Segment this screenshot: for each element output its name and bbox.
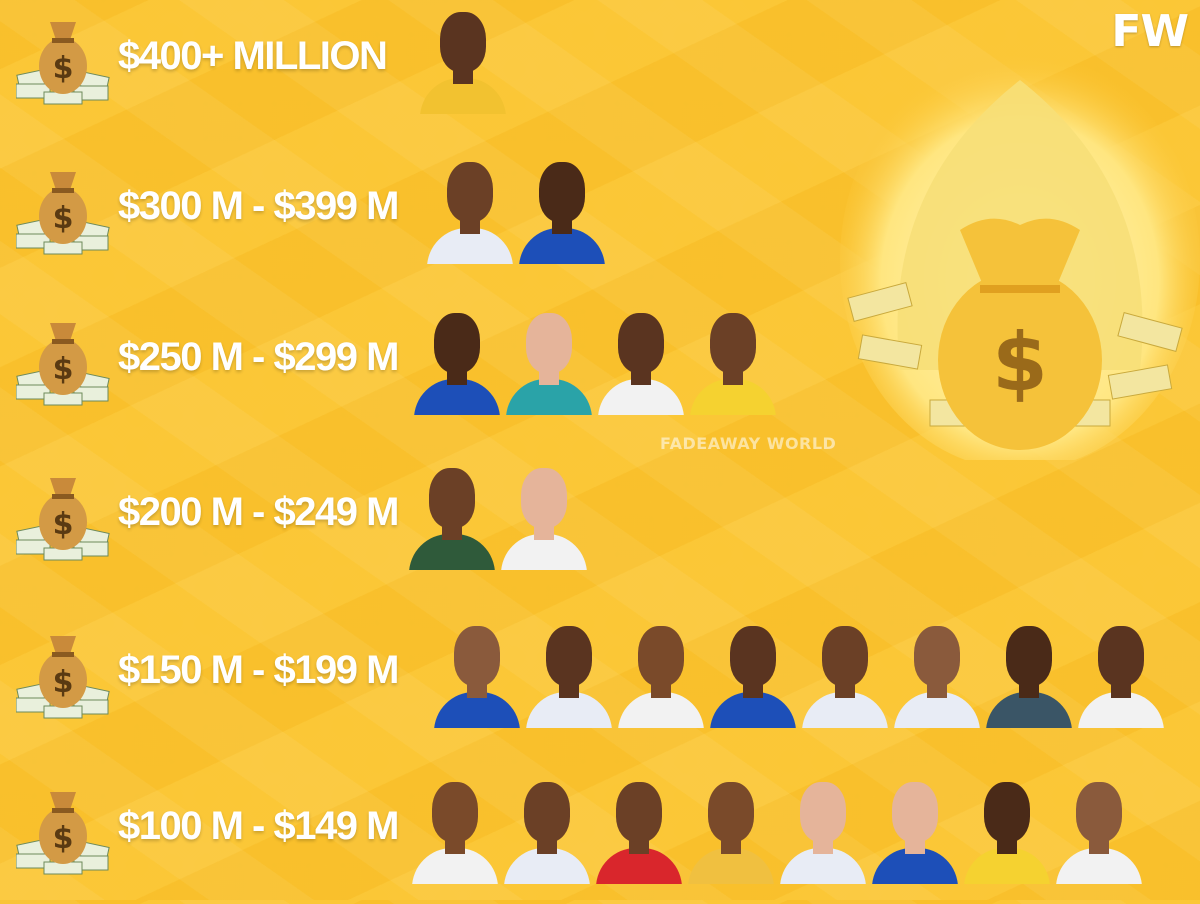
player-photo xyxy=(962,778,1052,884)
tier-row: $ $200 M - $249 M xyxy=(0,460,1200,590)
tier-label: $400+ MILLION xyxy=(118,34,388,78)
money-bag-icon: $ xyxy=(16,172,110,255)
svg-text:$: $ xyxy=(53,201,74,236)
money-bag-icon: $ xyxy=(16,22,110,105)
player-photo xyxy=(499,464,589,570)
svg-text:$: $ xyxy=(992,316,1048,409)
player-photo xyxy=(410,778,500,884)
player-photos xyxy=(407,464,591,570)
player-photo xyxy=(870,778,960,884)
svg-text:$: $ xyxy=(53,507,74,542)
player-photo xyxy=(596,309,686,415)
tier-row: $ $300 M - $399 M xyxy=(0,154,1200,284)
tier-row: $ $100 M - $149 M xyxy=(0,774,1200,904)
player-photos xyxy=(412,309,780,415)
player-photo xyxy=(1076,622,1166,728)
money-bag-icon: $ xyxy=(16,323,110,406)
money-pile-bag-icon: $ xyxy=(840,50,1200,460)
svg-text:$: $ xyxy=(53,821,74,856)
tier-label: $250 M - $299 M xyxy=(118,335,399,379)
player-photo xyxy=(708,622,798,728)
player-photos xyxy=(432,622,1168,728)
player-photo xyxy=(425,158,515,264)
player-photo xyxy=(892,622,982,728)
player-photo xyxy=(412,309,502,415)
money-bag-icon: $ xyxy=(16,792,110,875)
player-photo xyxy=(686,778,776,884)
player-photo xyxy=(418,8,508,114)
player-photo xyxy=(517,158,607,264)
player-photo xyxy=(504,309,594,415)
player-photo xyxy=(778,778,868,884)
fw-logo: FW xyxy=(1111,6,1189,57)
watermark: FADEAWAY WORLD xyxy=(660,434,837,453)
tier-label: $100 M - $149 M xyxy=(118,804,399,848)
player-photo xyxy=(502,778,592,884)
tier-row: $ $400+ MILLION xyxy=(0,4,1200,134)
player-photo xyxy=(1054,778,1144,884)
player-photo xyxy=(432,622,522,728)
player-photo xyxy=(800,622,890,728)
tier-label: $200 M - $249 M xyxy=(118,490,399,534)
player-photo xyxy=(407,464,497,570)
player-photo xyxy=(594,778,684,884)
player-photos xyxy=(418,8,510,114)
player-photo xyxy=(688,309,778,415)
player-photo xyxy=(984,622,1074,728)
tier-label: $300 M - $399 M xyxy=(118,184,399,228)
svg-text:$: $ xyxy=(53,51,74,86)
svg-text:$: $ xyxy=(53,352,74,387)
tier-row: $ $150 M - $199 M xyxy=(0,618,1200,748)
money-bag-icon: $ xyxy=(16,636,110,719)
money-bag-icon: $ xyxy=(16,478,110,561)
player-photo xyxy=(616,622,706,728)
tier-label: $150 M - $199 M xyxy=(118,648,399,692)
tier-row: $ $250 M - $299 M xyxy=(0,305,1200,435)
player-photos xyxy=(425,158,609,264)
player-photos xyxy=(410,778,1146,884)
svg-text:$: $ xyxy=(53,665,74,700)
player-photo xyxy=(524,622,614,728)
